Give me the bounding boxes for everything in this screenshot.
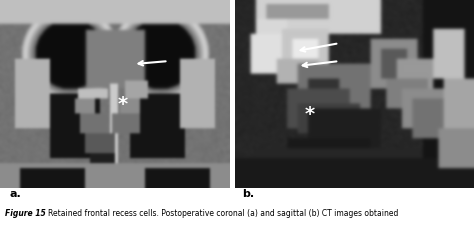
Text: Figure 15: Figure 15	[5, 208, 46, 217]
Text: *: *	[305, 105, 315, 124]
Text: Retained frontal recess cells. Postoperative coronal (a) and sagittal (b) CT ima: Retained frontal recess cells. Postopera…	[48, 208, 399, 217]
Text: *: *	[118, 95, 128, 114]
Text: b.: b.	[242, 188, 254, 198]
Text: a.: a.	[9, 188, 21, 198]
